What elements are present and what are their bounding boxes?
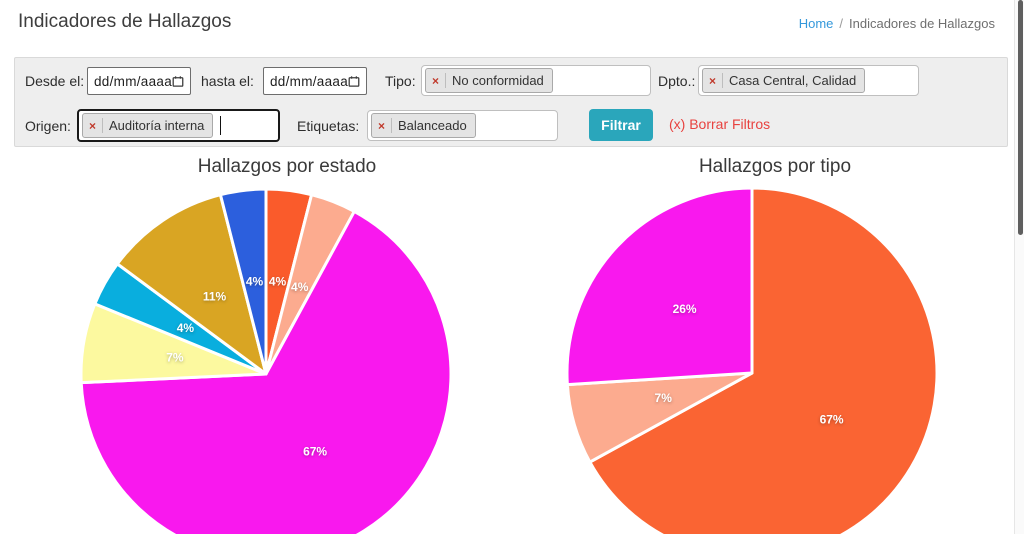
origen-input[interactable]: × Auditoría interna	[77, 109, 280, 142]
pie-slice-label: 67%	[303, 445, 327, 459]
pie-slice-label: 4%	[246, 274, 264, 288]
filtrar-button[interactable]: Filtrar	[589, 109, 653, 141]
remove-tag-icon[interactable]: ×	[378, 118, 386, 133]
pie-slice-label: 11%	[203, 289, 227, 303]
remove-tag-icon[interactable]: ×	[89, 118, 97, 133]
scrollbar-track[interactable]	[1014, 0, 1024, 534]
filter-panel: Desde el: dd/mm/aaaa hasta el: dd/mm/aaa…	[14, 57, 1008, 147]
pie-slice-label: 26%	[673, 302, 697, 316]
remove-tag-icon[interactable]: ×	[432, 73, 440, 88]
desde-label: Desde el:	[25, 73, 85, 89]
borrar-filtros-link[interactable]: (x) Borrar Filtros	[669, 116, 771, 132]
chart-title-estado: Hallazgos por estado	[197, 156, 377, 177]
breadcrumb-current: Indicadores de Hallazgos	[849, 16, 995, 31]
fecha-hasta-placeholder: dd/mm/aaaa	[270, 73, 349, 89]
calendar-icon[interactable]	[348, 74, 360, 89]
pie-slice[interactable]	[218, 187, 268, 376]
breadcrumb-home-link[interactable]: Home	[798, 16, 834, 31]
fecha-desde-input[interactable]: dd/mm/aaaa	[87, 67, 191, 95]
tipo-tag-label: No conformidad	[445, 73, 552, 88]
calendar-icon[interactable]	[172, 74, 184, 89]
dpto-tag-chip[interactable]: × Casa Central, Calidad	[702, 68, 866, 93]
fecha-hasta-input[interactable]: dd/mm/aaaa	[263, 67, 367, 95]
dpto-tag-label: Casa Central, Calidad	[722, 73, 864, 88]
pie-slice-label: 4%	[291, 280, 309, 294]
origen-tag-label: Auditoría interna	[102, 118, 212, 133]
pie-slice-label: 4%	[269, 274, 287, 288]
tipo-tag-chip[interactable]: × No conformidad	[425, 68, 553, 93]
etiquetas-input[interactable]: × Balanceado	[367, 110, 558, 141]
pie-slice-label: 67%	[820, 412, 844, 426]
tipo-label: Tipo:	[385, 73, 416, 89]
fecha-desde-placeholder: dd/mm/aaaa	[94, 73, 173, 89]
text-caret	[220, 116, 222, 135]
pie-slice[interactable]	[115, 193, 268, 376]
breadcrumb: Home / Indicadores de Hallazgos	[799, 16, 995, 31]
etiquetas-tag-chip[interactable]: × Balanceado	[371, 113, 476, 138]
remove-tag-icon[interactable]: ×	[709, 73, 717, 88]
origen-tag-chip[interactable]: × Auditoría interna	[82, 113, 214, 138]
pie-slice-label: 4%	[177, 321, 195, 335]
pie-slice[interactable]	[79, 209, 453, 534]
pie-slice-label: 7%	[166, 350, 184, 364]
chart-title-tipo: Hallazgos por tipo	[698, 156, 852, 177]
scrollbar-thumb[interactable]	[1018, 0, 1023, 235]
pie-chart-tipo[interactable]: 67% 7% 26%	[564, 185, 940, 534]
pie-slice[interactable]	[588, 186, 939, 534]
hasta-label: hasta el:	[201, 73, 254, 89]
pie-chart-estado[interactable]: 4% 4% 67% 7% 4% 11% 4%	[78, 186, 454, 534]
dpto-input[interactable]: × Casa Central, Calidad	[698, 65, 919, 96]
dpto-label: Dpto.:	[658, 73, 696, 89]
page-title: Indicadores de Hallazgos	[18, 11, 232, 32]
origen-label: Origen:	[25, 118, 71, 134]
pie-slice-label: 7%	[655, 391, 673, 405]
breadcrumb-separator: /	[839, 16, 844, 31]
tipo-input[interactable]: × No conformidad	[421, 65, 651, 96]
etiquetas-label: Etiquetas:	[297, 118, 360, 134]
etiquetas-tag-label: Balanceado	[391, 118, 475, 133]
pie-slice[interactable]	[565, 186, 754, 387]
